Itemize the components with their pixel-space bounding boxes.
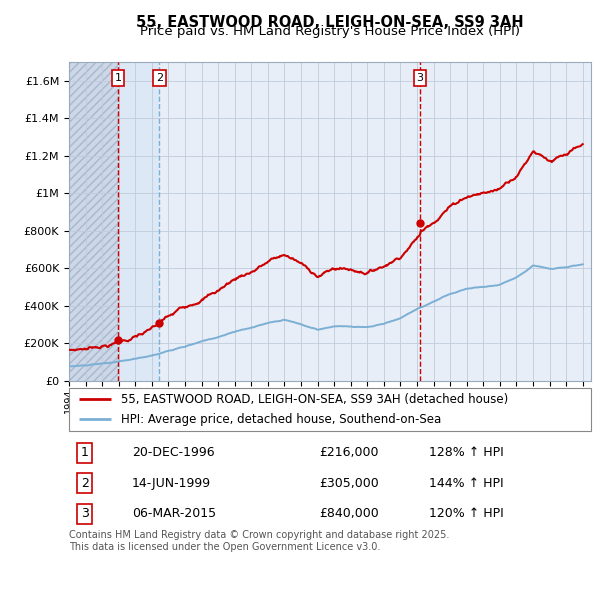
Text: £305,000: £305,000 [320,477,379,490]
Text: 1: 1 [115,73,122,83]
Text: 06-MAR-2015: 06-MAR-2015 [131,507,216,520]
Text: Contains HM Land Registry data © Crown copyright and database right 2025.
This d: Contains HM Land Registry data © Crown c… [69,530,449,552]
Text: 2: 2 [81,477,89,490]
Text: 120% ↑ HPI: 120% ↑ HPI [429,507,504,520]
Text: £840,000: £840,000 [320,507,379,520]
Bar [69,62,118,381]
Text: 20-DEC-1996: 20-DEC-1996 [131,446,214,459]
Text: 3: 3 [416,73,424,83]
Text: 3: 3 [81,507,89,520]
FancyBboxPatch shape [69,388,591,431]
Text: 14-JUN-1999: 14-JUN-1999 [131,477,211,490]
Text: 128% ↑ HPI: 128% ↑ HPI [429,446,504,459]
Bar [118,62,160,381]
Text: 144% ↑ HPI: 144% ↑ HPI [429,477,504,490]
Text: HPI: Average price, detached house, Southend-on-Sea: HPI: Average price, detached house, Sout… [121,412,442,425]
Text: £216,000: £216,000 [320,446,379,459]
Bar [69,62,118,381]
Text: 1: 1 [81,446,89,459]
Text: 55, EASTWOOD ROAD, LEIGH-ON-SEA, SS9 3AH: 55, EASTWOOD ROAD, LEIGH-ON-SEA, SS9 3AH [136,15,524,30]
Text: 55, EASTWOOD ROAD, LEIGH-ON-SEA, SS9 3AH (detached house): 55, EASTWOOD ROAD, LEIGH-ON-SEA, SS9 3AH… [121,393,508,406]
Text: 2: 2 [156,73,163,83]
Text: Price paid vs. HM Land Registry's House Price Index (HPI): Price paid vs. HM Land Registry's House … [140,25,520,38]
